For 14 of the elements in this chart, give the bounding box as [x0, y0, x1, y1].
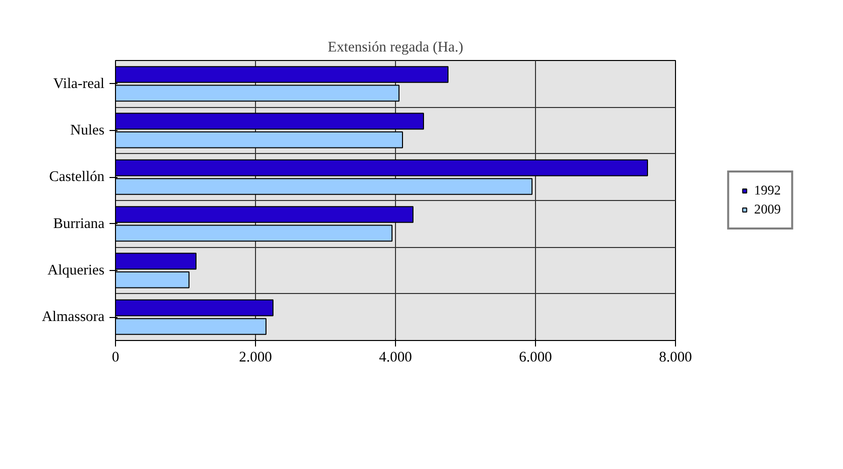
x-tick-label: 8.000: [659, 350, 692, 366]
y-tick-label: Castellón: [49, 169, 106, 186]
y-tick-label: Vila-real: [53, 76, 105, 92]
y-tick-label: Burriana: [53, 216, 105, 232]
y-tick-label: Nules: [70, 122, 105, 138]
chart-title: Extensión regada (Ha.): [328, 40, 464, 56]
legend-label: 1992: [754, 182, 781, 198]
y-tick-label: Almassora: [42, 309, 105, 326]
x-tick-label: 4.000: [379, 350, 412, 366]
legend-label: 2009: [754, 202, 781, 218]
x-tick-label: 0: [112, 350, 120, 366]
x-tick-label: 6.000: [519, 350, 552, 366]
y-tick-label: Alqueries: [48, 262, 105, 278]
x-tick-label: 2.000: [239, 350, 272, 366]
